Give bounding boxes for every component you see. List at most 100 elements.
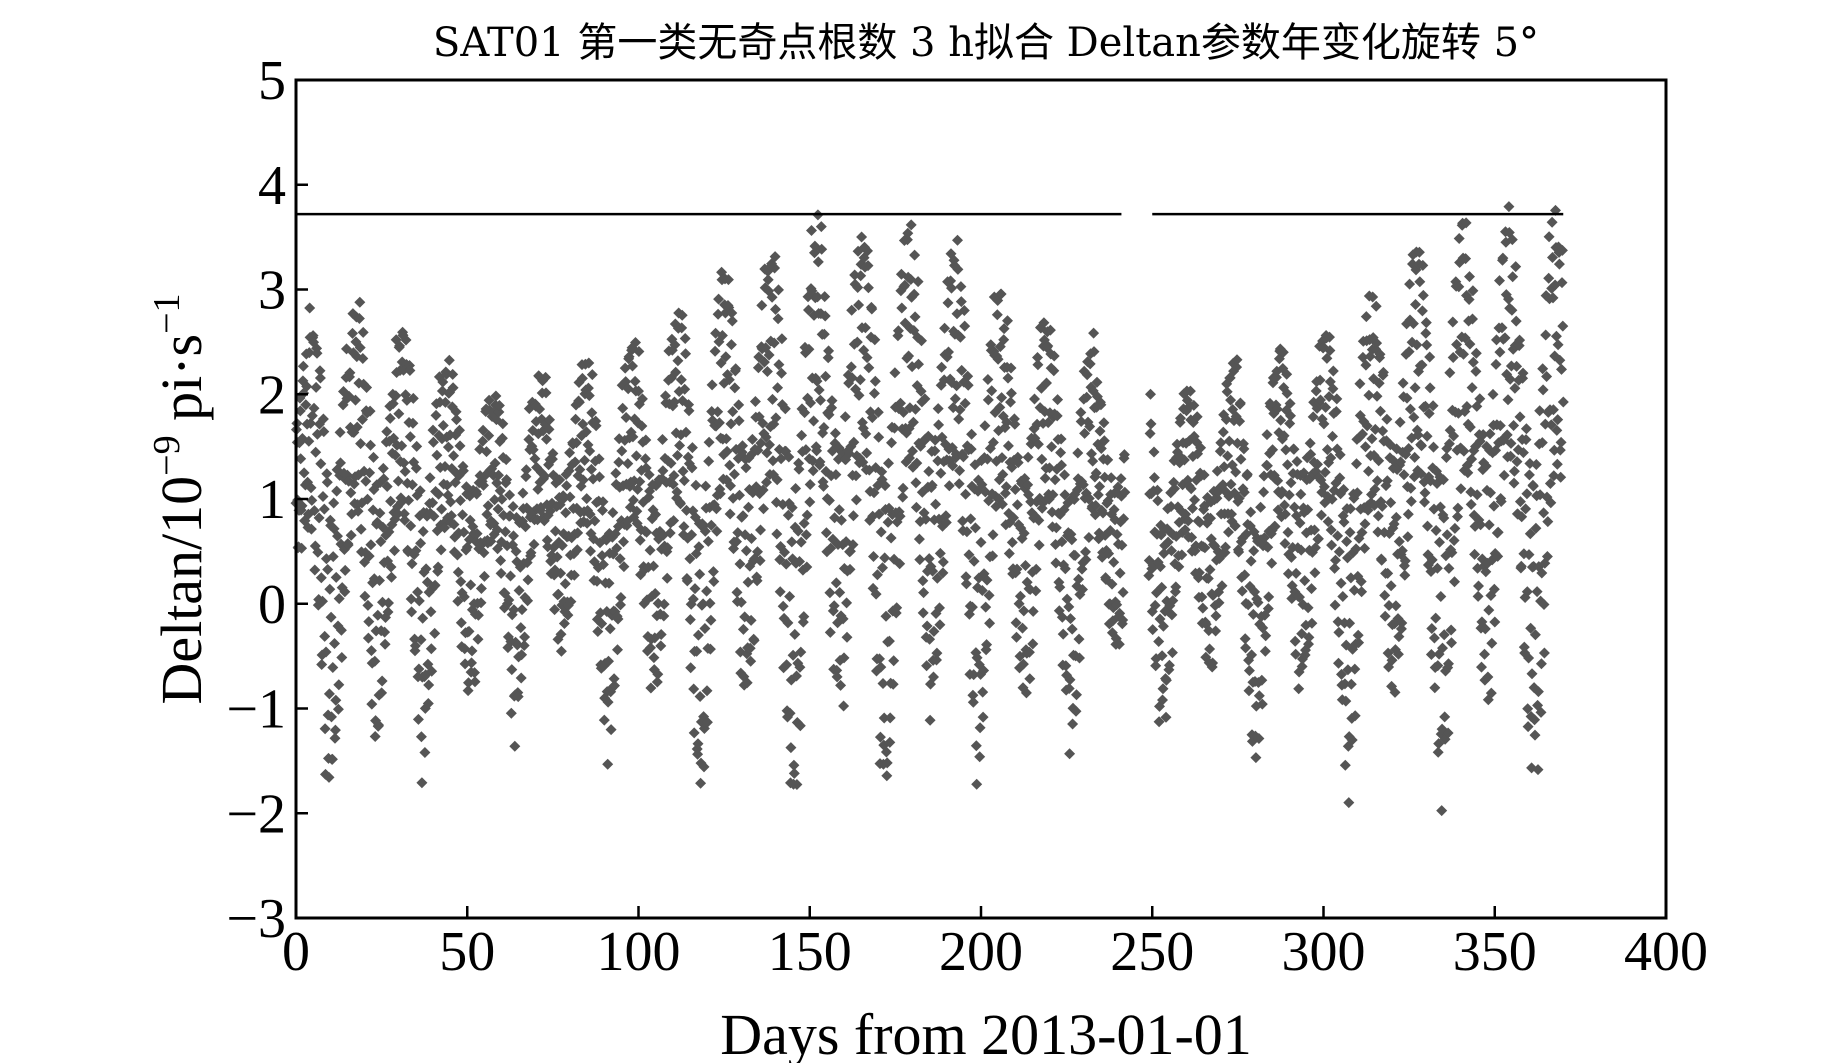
data-point: [792, 525, 804, 537]
data-point: [814, 456, 826, 468]
data-point: [1470, 365, 1482, 377]
data-point: [940, 517, 952, 528]
data-point: [934, 602, 945, 614]
data-point: [505, 570, 516, 582]
data-point: [1442, 727, 1454, 739]
y-tick-label: 0: [258, 574, 286, 636]
data-point: [1338, 516, 1350, 528]
data-point: [316, 659, 328, 670]
data-point: [1145, 418, 1157, 430]
data-point: [1438, 512, 1450, 524]
data-point: [381, 426, 393, 438]
data-point: [852, 282, 864, 293]
data-point: [1198, 469, 1210, 481]
data-point: [300, 399, 312, 411]
data-point: [1032, 438, 1044, 450]
data-point: [808, 415, 820, 427]
data-point: [427, 436, 439, 448]
data-point: [333, 679, 345, 691]
data-point: [482, 500, 494, 512]
data-point: [1403, 443, 1415, 454]
data-point: [427, 497, 439, 509]
data-point: [307, 330, 319, 342]
data-point: [693, 541, 705, 553]
data-point: [329, 638, 340, 649]
data-point: [500, 454, 512, 466]
data-point: [1484, 428, 1496, 440]
data-point: [1447, 352, 1459, 363]
data-point: [330, 694, 342, 706]
data-point: [923, 465, 935, 477]
data-point: [393, 408, 405, 420]
data-point: [1530, 459, 1542, 470]
data-point: [612, 644, 623, 656]
data-point: [1399, 555, 1411, 567]
data-point: [657, 465, 669, 477]
data-point: [374, 507, 386, 519]
data-point: [620, 412, 632, 423]
data-point: [1331, 393, 1343, 405]
data-point: [1553, 258, 1565, 270]
data-point: [1215, 437, 1227, 449]
data-point: [954, 465, 966, 477]
data-point: [1334, 449, 1346, 461]
data-point: [839, 411, 851, 423]
data-point: [478, 479, 489, 491]
data-point: [1191, 411, 1203, 423]
data-point: [319, 630, 331, 642]
data-point: [345, 487, 357, 499]
data-point: [1011, 499, 1023, 511]
data-point: [552, 588, 564, 600]
data-point: [915, 385, 927, 397]
data-point: [1529, 714, 1541, 726]
data-point: [1285, 477, 1297, 489]
data-point: [1318, 481, 1330, 493]
data-point: [883, 635, 895, 647]
data-point: [822, 352, 834, 364]
data-point: [1193, 567, 1205, 579]
data-point: [1230, 466, 1242, 478]
data-point: [351, 421, 363, 433]
data-point: [503, 594, 515, 606]
data-point: [1315, 394, 1326, 406]
data-point: [1018, 527, 1030, 539]
data-point: [1223, 435, 1235, 447]
data-point: [481, 446, 492, 458]
data-point: [892, 325, 904, 337]
data-point: [1336, 668, 1347, 680]
data-point: [375, 536, 387, 548]
data-point: [869, 334, 881, 346]
data-point: [1521, 488, 1533, 500]
data-point: [1075, 416, 1087, 427]
data-point: [793, 463, 805, 475]
data-point: [835, 514, 847, 526]
data-point: [740, 462, 752, 474]
data-point: [1144, 428, 1156, 439]
data-point: [518, 640, 530, 651]
data-point: [769, 262, 781, 274]
data-point: [795, 536, 807, 548]
data-point: [597, 496, 609, 508]
data-point: [977, 711, 989, 723]
data-point: [1010, 617, 1022, 629]
data-point: [1079, 427, 1091, 439]
data-point: [671, 486, 683, 498]
data-point: [1153, 716, 1165, 728]
data-point: [1424, 382, 1436, 394]
data-point: [1426, 554, 1438, 566]
data-point: [497, 418, 509, 430]
data-point: [1047, 489, 1059, 501]
data-point: [966, 428, 978, 440]
data-point: [1449, 522, 1461, 534]
data-point: [609, 680, 620, 692]
data-point: [392, 508, 404, 520]
data-point: [586, 369, 598, 381]
data-point: [1114, 567, 1126, 579]
data-point: [680, 426, 692, 438]
data-point: [1453, 233, 1465, 244]
data-point: [785, 742, 797, 754]
data-point: [1535, 706, 1547, 718]
data-point: [1008, 512, 1019, 524]
data-point: [1278, 430, 1290, 442]
data-point: [1441, 529, 1453, 541]
